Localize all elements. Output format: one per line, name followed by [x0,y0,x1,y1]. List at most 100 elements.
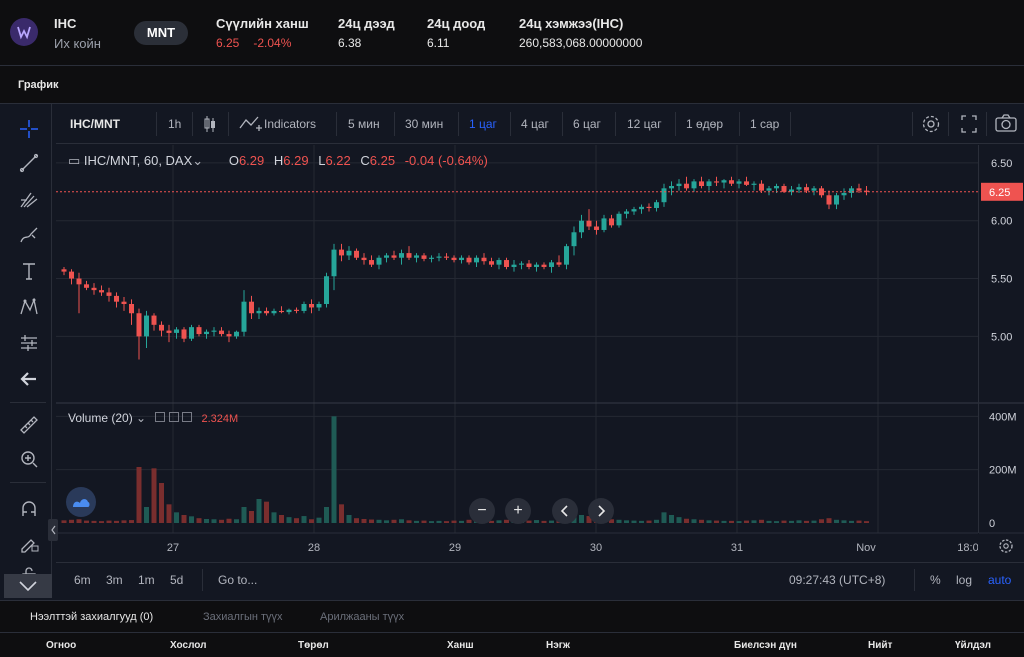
volume-bar [804,520,809,523]
chart-section-title[interactable]: График [18,79,59,91]
legend-title[interactable]: IHC/MNT, 60, DAX [83,153,193,168]
legend-collapse-icon[interactable]: ▭ [68,153,81,168]
candle-body [804,187,809,191]
clock-display[interactable]: 09:27:43 (UTC+8) [789,573,886,587]
quote-currency-button[interactable]: MNT [134,21,188,45]
candle-body [609,218,614,226]
candle-body [624,211,629,214]
volume-bar [421,520,427,523]
ruler-tool[interactable] [16,412,42,438]
interval-1h[interactable]: 1 цаг [469,117,497,131]
chevron-left-icon [51,525,56,535]
candle-body [474,257,479,263]
volume-bar [346,515,352,523]
percent-toggle[interactable]: % [930,573,941,587]
candle-body [301,303,307,311]
tab-open-orders[interactable]: Нээлттэй захиалгууд (0) [30,611,154,623]
candle-body [399,253,404,258]
screenshot-button[interactable] [994,104,1018,144]
close-small-icon[interactable] [182,412,193,422]
volume-bar [444,521,449,523]
tradingview-logo[interactable] [66,487,96,517]
volume-legend-value: 2.324M [201,413,239,425]
volume-bar [369,519,374,523]
interval-1mo[interactable]: 1 сар [750,117,780,131]
plot-area[interactable]: 27 28 29 30 31 Nov 18:0 ▭ IHC/MNT, 60, DAX⌄ O6… [56,145,979,554]
price-legend: ▭ IHC/MNT, 60, DAX⌄ O6.29 H6.29 L6.22 C6… [68,153,488,168]
volume-bar [114,520,119,523]
lock-drawing-tool[interactable] [16,530,42,556]
volume-bar [796,520,802,523]
zoom-tool[interactable] [16,446,42,472]
candle-body [331,249,337,277]
candle-body [271,310,277,314]
symbol-button[interactable]: IHC/MNT [70,117,120,131]
tab-trade-history[interactable]: Арилжааны түүх [320,611,405,623]
interval-5m[interactable]: 5 мин [348,117,380,131]
measure-tool[interactable] [16,330,42,356]
candle-body [249,301,254,314]
candle-body [91,287,97,291]
volume-bar [729,520,734,523]
volume-bar [316,517,322,523]
candle-body [481,257,487,262]
trend-line-tool[interactable] [16,150,42,176]
gear-small-icon[interactable] [168,412,179,422]
volume-bar [301,516,307,523]
volume-bar [586,516,592,523]
magnet-tool[interactable] [16,496,42,522]
auto-toggle[interactable]: auto [988,573,1012,587]
collapse-toolbar-button[interactable] [4,574,52,598]
volume-legend-title[interactable]: Volume (20) [68,411,133,425]
interval-4h[interactable]: 4 цаг [521,117,549,131]
range-3m[interactable]: 3m [106,573,123,587]
volume-bar [264,501,269,523]
chevron-down-icon [19,581,37,592]
volume-bar [241,507,247,523]
volume-bar [331,416,337,523]
settings-button[interactable] [920,104,942,144]
indicators-button[interactable]: Indicators [238,104,316,144]
coin-logo-icon [17,26,31,40]
candle-body [654,202,659,208]
candle-body [181,329,187,339]
price-axis[interactable]: 6.50 6.00 5.50 5.00 6.25 400M 200M 0 [978,145,1024,553]
scroll-right-button[interactable] [588,498,614,524]
volume-bar [736,521,742,523]
log-toggle[interactable]: log [956,573,973,587]
brush-tool[interactable] [16,222,42,248]
interval-12h[interactable]: 12 цаг [627,117,662,131]
goto-button[interactable]: Go to... [218,573,258,587]
cloud-icon [73,499,90,507]
range-1m[interactable]: 1m [138,573,155,587]
candle-body [691,181,697,189]
volume-bar [151,468,157,523]
candle-body [549,262,554,267]
tab-order-history[interactable]: Захиалгын түүх [203,611,283,623]
range-5d[interactable]: 5d [170,573,184,587]
text-tool[interactable] [16,258,42,284]
zoom-in-button[interactable]: + [505,498,531,524]
interval-button[interactable]: 1h [168,117,182,131]
interval-1d[interactable]: 1 өдөр [686,117,724,131]
fib-tool[interactable] [16,186,42,212]
back-tool[interactable] [16,366,42,392]
volume-bar [856,520,862,523]
scroll-left-button[interactable] [552,498,578,524]
x-tick-label: 18:0 [957,542,978,554]
crosshair-tool[interactable] [16,116,42,142]
candle-body [534,264,539,267]
interval-6h[interactable]: 6 цаг [573,117,601,131]
eye-icon[interactable] [155,412,166,422]
candle-body [519,263,524,265]
pattern-tool[interactable] [16,294,42,320]
chart-type-button[interactable] [202,104,218,144]
zoom-out-button[interactable]: − [469,498,495,524]
range-6m[interactable]: 6m [74,573,91,587]
interval-30m[interactable]: 30 мин [405,117,444,131]
fullscreen-button[interactable] [958,104,980,144]
volume-bar [406,520,412,523]
candle-body [789,189,794,192]
sidebar-toggle-button[interactable] [48,519,58,541]
candle-body [144,315,149,337]
